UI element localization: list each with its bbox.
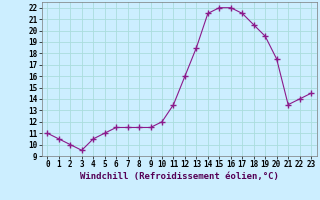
X-axis label: Windchill (Refroidissement éolien,°C): Windchill (Refroidissement éolien,°C) xyxy=(80,172,279,181)
